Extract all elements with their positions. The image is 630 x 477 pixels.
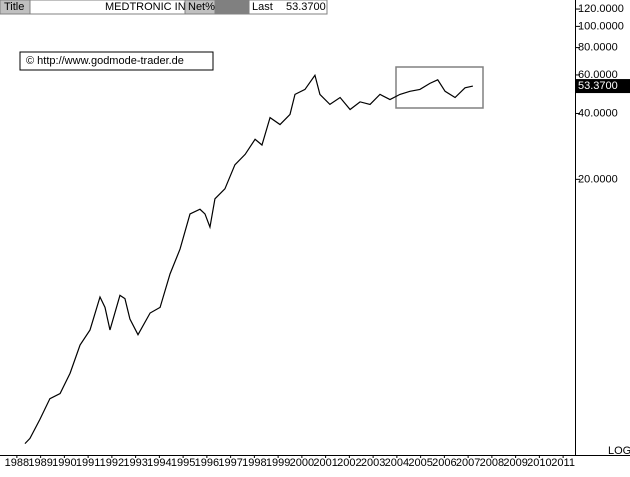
x-tick-label: 1989 bbox=[28, 457, 52, 469]
x-tick-label: 2007 bbox=[456, 457, 480, 469]
y-tick-label: 60.0000 bbox=[578, 69, 618, 81]
x-tick-label: 2006 bbox=[432, 457, 456, 469]
x-tick-label: 1990 bbox=[52, 457, 76, 469]
y-tick-label: 80.0000 bbox=[578, 41, 618, 53]
watermark: © http://www.godmode-trader.de bbox=[26, 55, 184, 67]
x-tick-label: 1992 bbox=[100, 457, 124, 469]
y-tick-label: 40.0000 bbox=[578, 107, 618, 119]
x-tick-label: 1998 bbox=[242, 457, 266, 469]
last-marker-label: 53.3700 bbox=[578, 80, 618, 92]
x-tick-label: 2008 bbox=[480, 457, 504, 469]
x-tick-label: 2000 bbox=[290, 457, 314, 469]
x-tick-label: 2004 bbox=[385, 457, 409, 469]
x-tick-label: 2002 bbox=[337, 457, 361, 469]
highlight-box bbox=[395, 66, 484, 109]
x-tick-label: 1994 bbox=[147, 457, 171, 469]
x-tick-label: 1991 bbox=[76, 457, 100, 469]
y-tick-label: 120.0000 bbox=[578, 3, 624, 15]
x-tick-label: 2001 bbox=[313, 457, 337, 469]
last-marker bbox=[576, 79, 630, 94]
x-tick-label: 1995 bbox=[171, 457, 195, 469]
price-line bbox=[24, 73, 474, 445]
x-tick-label: 1993 bbox=[123, 457, 147, 469]
x-tick-label: 2011 bbox=[551, 457, 575, 469]
x-tick-label: 2005 bbox=[408, 457, 432, 469]
watermark-box bbox=[19, 51, 214, 71]
x-tick-label: 1999 bbox=[266, 457, 290, 469]
x-tick-label: 1996 bbox=[195, 457, 219, 469]
x-tick-label: 2003 bbox=[361, 457, 385, 469]
x-tick-label: 2009 bbox=[503, 457, 527, 469]
x-tick-label: 1997 bbox=[218, 457, 242, 469]
x-tick-label: 1988 bbox=[5, 457, 29, 469]
header-net: Net% bbox=[188, 1, 215, 13]
header-cell bbox=[214, 0, 250, 15]
y-tick-label: 20.0000 bbox=[578, 173, 618, 185]
header-cell bbox=[248, 0, 328, 15]
header-title: Title bbox=[4, 1, 24, 13]
header-name: MEDTRONIC INC bbox=[105, 1, 194, 13]
header-last: Last bbox=[252, 1, 273, 13]
scale-label: LOG bbox=[608, 445, 630, 457]
x-tick-label: 2010 bbox=[527, 457, 551, 469]
header-last-value: 53.3700 bbox=[286, 1, 326, 13]
y-tick-label: 100.0000 bbox=[578, 20, 624, 32]
